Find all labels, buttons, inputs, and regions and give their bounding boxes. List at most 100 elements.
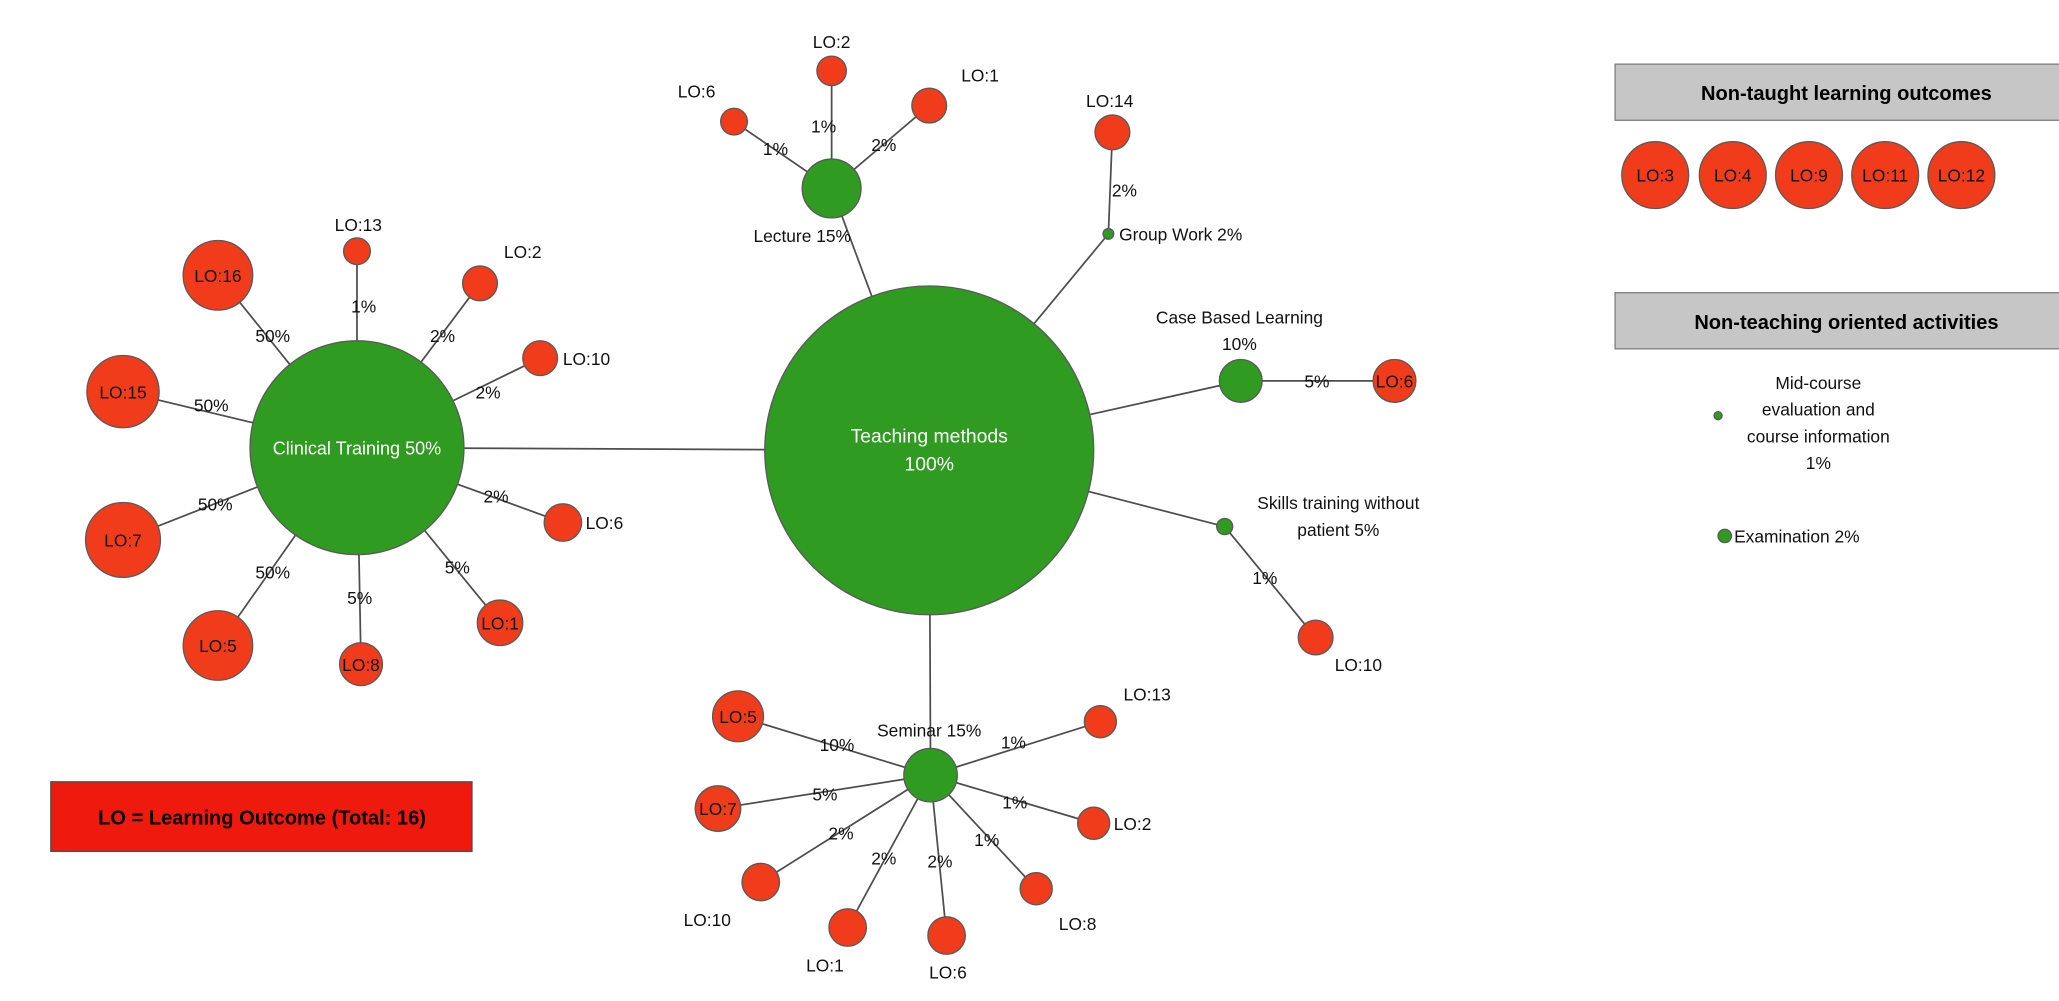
node-lecture-lo2 — [816, 55, 847, 87]
node-clinical-lo15 — [86, 354, 160, 429]
node-lecture-lo1 — [911, 87, 948, 124]
node-clinical-lo16 — [182, 239, 254, 311]
edge-label-clinical-training-clinical-lo7: 50% — [198, 495, 233, 515]
node-seminar-lo10 — [741, 862, 781, 902]
edge-seminar-seminar-lo13 — [930, 720, 1101, 776]
node-clinical-lo8 — [338, 642, 384, 687]
node-group-work — [1102, 227, 1115, 240]
label-clinical-lo15: LO:15 — [99, 382, 146, 402]
edge-label-clinical-training-clinical-lo1: 5% — [445, 557, 470, 577]
edge-label-seminar-seminar-lo6: 2% — [927, 851, 952, 871]
nodes-layer — [84, 55, 1996, 955]
node-seminar-lo1 — [828, 908, 868, 947]
edge-label-case-based-learning-cbl-lo6: 5% — [1304, 372, 1329, 392]
node-lecture — [801, 158, 862, 219]
node-case-based-learning — [1218, 358, 1263, 403]
node-clinical-training — [249, 340, 465, 556]
label-lecture-lo1: LO:1 — [961, 66, 999, 86]
edge-seminar-seminar-lo7 — [717, 774, 931, 810]
label-case-based-learning: Case Based Learning 10% — [1156, 307, 1323, 354]
label-seminar-lo5: LO:5 — [719, 707, 757, 727]
label-mid-course-dot: Mid-course evaluation and course informati… — [1747, 373, 1890, 473]
label-seminar-lo10: LO:10 — [684, 910, 731, 930]
edge-label-clinical-training-clinical-lo10: 2% — [475, 382, 500, 402]
edge-label-clinical-training-clinical-lo16: 50% — [255, 326, 290, 346]
label-group-work: Group Work 2% — [1119, 225, 1242, 245]
node-seminar-lo13 — [1083, 704, 1118, 739]
labels-layer: Teaching methods 100% Clinical Training 50… — [99, 32, 1985, 982]
label-clinical-lo10: LO:10 — [563, 349, 610, 369]
node-cbl-lo6 — [1372, 358, 1417, 403]
label-teaching-methods: Teaching methods 100% — [851, 425, 1008, 475]
label-nontaught-lo3: LO:3 — [1636, 166, 1674, 186]
label-clinical-lo6: LO:6 — [586, 513, 624, 533]
edge-label-lecture-lecture-lo6: 1% — [763, 139, 788, 159]
node-examination-dot — [1717, 528, 1733, 544]
edge-label-seminar-seminar-lo5: 10% — [820, 735, 855, 755]
edge-label-lecture-lecture-lo2: 1% — [811, 116, 836, 136]
legend-box — [50, 781, 473, 852]
edge-label-seminar-seminar-lo10: 2% — [828, 823, 853, 843]
label-examination-dot: Examination 2% — [1734, 527, 1859, 547]
legend-box-label: LO = Learning Outcome (Total: 16) — [98, 808, 426, 830]
label-seminar-lo8: LO:8 — [1059, 914, 1097, 934]
nontaught-header — [1614, 63, 2059, 121]
node-groupwork-lo14 — [1094, 114, 1131, 151]
node-nontaught-lo9 — [1774, 140, 1844, 210]
label-groupwork-lo14: LO:14 — [1086, 91, 1134, 111]
node-seminar-lo2 — [1076, 806, 1111, 840]
label-clinical-lo5: LO:5 — [199, 636, 237, 656]
node-clinical-lo5 — [182, 610, 254, 681]
nontaught-header-label: Non-taught learning outcomes — [1701, 83, 1992, 105]
node-nontaught-lo12 — [1927, 140, 1996, 210]
label-clinical-lo16: LO:16 — [194, 266, 241, 286]
edge-label-group-work-groupwork-lo14: 2% — [1112, 180, 1137, 200]
node-clinical-lo1 — [476, 599, 524, 647]
edge-label-seminar-seminar-lo7: 5% — [812, 785, 837, 805]
edge-label-clinical-training-clinical-lo8: 5% — [347, 588, 372, 608]
edge-label-seminar-seminar-lo2: 1% — [1002, 793, 1027, 813]
node-seminar — [903, 747, 958, 803]
edge-skills-training-skills-lo10 — [1224, 526, 1317, 639]
edge-label-clinical-training-clinical-lo13: 1% — [351, 297, 376, 317]
node-nontaught-lo4 — [1698, 140, 1767, 210]
label-clinical-lo13: LO:13 — [335, 215, 382, 235]
label-lecture: Lecture 15% — [753, 226, 850, 246]
node-seminar-lo5 — [711, 690, 765, 743]
node-teaching-methods — [764, 285, 1095, 616]
label-skills-training: Skills training without patient 5% — [1257, 493, 1419, 540]
label-nontaught-lo9: LO:9 — [1790, 166, 1828, 186]
label-cbl-lo6: LO:6 — [1376, 372, 1414, 392]
edge-label-clinical-training-clinical-lo5: 50% — [255, 563, 290, 583]
label-seminar-lo2: LO:2 — [1114, 814, 1152, 834]
edge-label-clinical-training-clinical-lo6: 2% — [483, 487, 508, 507]
node-seminar-lo7 — [694, 785, 742, 832]
node-clinical-lo13 — [342, 237, 372, 266]
label-seminar: Seminar 15% — [877, 720, 981, 740]
node-mid-course-dot — [1713, 410, 1723, 421]
label-clinical-lo2: LO:2 — [504, 242, 542, 262]
node-clinical-lo2 — [461, 265, 499, 302]
label-lecture-lo2: LO:2 — [813, 32, 851, 52]
node-nontaught-lo3 — [1621, 140, 1690, 210]
edge-seminar-seminar-lo10 — [760, 774, 932, 883]
edge-label-seminar-seminar-lo13: 1% — [1001, 732, 1026, 752]
node-clinical-lo6 — [543, 503, 583, 542]
label-clinical-training: Clinical Training 50% — [273, 438, 441, 458]
panels-layer: Non-taught learning outcomes Non-teaching… — [50, 63, 2059, 852]
edge-seminar-seminar-lo5 — [737, 715, 931, 776]
label-seminar-lo13: LO:13 — [1124, 684, 1171, 704]
node-skills-lo10 — [1297, 619, 1334, 656]
label-clinical-lo8: LO:8 — [342, 655, 380, 675]
label-nontaught-lo11: LO:11 — [1862, 166, 1908, 186]
node-lecture-lo6 — [719, 107, 749, 136]
label-seminar-lo6: LO:6 — [929, 962, 967, 982]
label-skills-lo10: LO:10 — [1335, 655, 1382, 675]
node-seminar-lo8 — [1019, 872, 1053, 906]
edge-label-skills-training-skills-lo10: 1% — [1252, 568, 1277, 588]
node-nontaught-lo11 — [1851, 140, 1920, 210]
edge-label-lecture-lecture-lo1: 2% — [871, 135, 896, 155]
label-nontaught-lo12: LO:12 — [1938, 166, 1985, 186]
